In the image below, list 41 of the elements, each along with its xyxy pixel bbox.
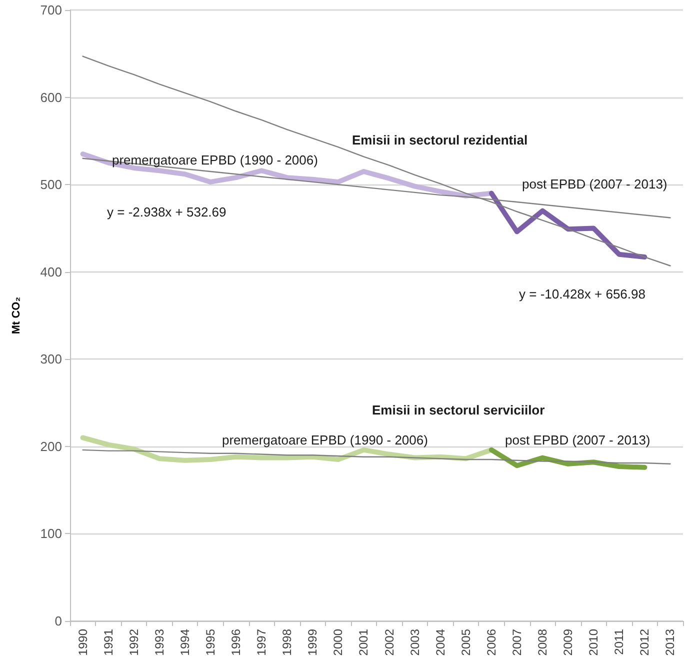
- y-tick-label: 0: [54, 614, 62, 628]
- x-tick-label: 2000: [331, 628, 346, 656]
- annotation: Emisii in sectorul rezidential: [352, 132, 528, 148]
- x-tick-label: 2013: [663, 628, 678, 656]
- y-tick-label: 200: [40, 438, 62, 454]
- x-tick-label: 1996: [229, 628, 244, 656]
- annotation: y = -2.938x + 532.69: [107, 204, 226, 220]
- x-tick-label: 1994: [178, 628, 192, 656]
- y-tick-label: 300: [40, 352, 62, 367]
- x-tick-label: 1995: [203, 628, 218, 656]
- x-tick-label: 1991: [101, 628, 116, 656]
- y-tick-label: 700: [40, 2, 62, 18]
- x-tick-label: 1990: [76, 628, 90, 656]
- x-tick-label: 2006: [484, 628, 498, 656]
- annotation: y = -10.428x + 656.98: [519, 286, 646, 302]
- x-tick-label: 2003: [408, 628, 422, 656]
- x-tick-label: 2008: [536, 628, 550, 656]
- x-tick-label: 2011: [612, 628, 626, 655]
- annotation: premergatoare EPBD (1990 - 2006): [112, 152, 318, 168]
- x-tick-label: 2004: [433, 628, 448, 656]
- x-tick-label: 2005: [458, 628, 473, 656]
- y-tick-label: 500: [40, 177, 62, 192]
- annotation: Emisii in sectorul serviciilor: [372, 402, 545, 418]
- x-tick-label: 1998: [280, 628, 294, 656]
- x-tick-label: 1999: [306, 628, 320, 656]
- x-tick-label: 2001: [356, 628, 371, 656]
- annotation: post EPBD (2007 - 2013): [505, 432, 650, 448]
- x-tick-label: 2012: [638, 628, 652, 656]
- x-tick-label: 2010: [586, 628, 601, 656]
- y-tick-label: 400: [40, 264, 62, 280]
- x-tick-label: 1997: [254, 628, 269, 656]
- y-tick-label: 600: [40, 90, 62, 105]
- annotation: premergatoare EPBD (1990 - 2006): [222, 432, 428, 448]
- x-tick-label: 2002: [382, 628, 396, 656]
- x-tick-label: 1993: [152, 628, 166, 656]
- y-tick-label: 100: [40, 526, 62, 542]
- x-tick-label: 2009: [561, 628, 576, 656]
- x-tick-label: 2007: [510, 628, 524, 656]
- y-axis-title: Mt CO₂: [10, 296, 22, 334]
- x-tick-label: 1992: [126, 628, 141, 656]
- annotation: post EPBD (2007 - 2013): [522, 176, 668, 192]
